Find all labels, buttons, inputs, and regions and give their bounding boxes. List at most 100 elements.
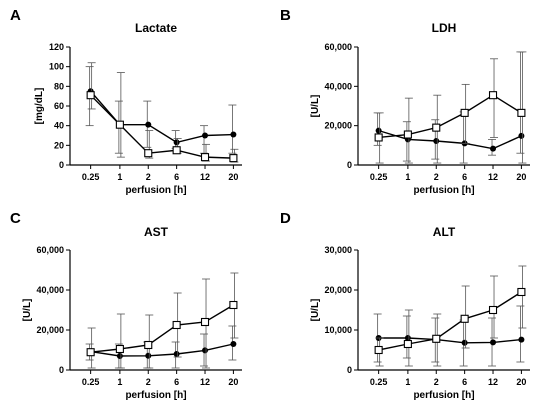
data-point xyxy=(374,345,383,355)
series-line xyxy=(90,304,234,353)
data-point xyxy=(518,336,525,343)
x-tick-label: 20 xyxy=(516,172,526,182)
series-line xyxy=(378,129,522,150)
y-axis-label: [U/L] xyxy=(310,299,321,322)
series-line xyxy=(378,291,522,351)
y-axis-label: [U/L] xyxy=(310,95,321,118)
x-tick-label: 1 xyxy=(405,377,410,387)
y-axis-label: [U/L] xyxy=(22,299,33,322)
data-point xyxy=(374,133,383,142)
y-tick-label: 0 xyxy=(347,160,352,170)
x-tick-label: 0.25 xyxy=(370,172,388,182)
chart-title: AST xyxy=(144,225,169,239)
data-point xyxy=(403,130,412,139)
chart-title: Lactate xyxy=(135,21,177,35)
series-filled-circle xyxy=(85,66,237,154)
series-filled-circle xyxy=(85,325,237,369)
x-tick-label: 20 xyxy=(516,377,526,387)
y-tick-label: 0 xyxy=(59,160,64,170)
chart-title: LDH xyxy=(432,21,457,35)
x-tick-label: 0.25 xyxy=(82,377,100,387)
data-point xyxy=(200,153,210,162)
x-tick-label: 2 xyxy=(146,172,151,182)
data-point xyxy=(375,127,382,134)
data-point xyxy=(115,120,124,129)
y-tick-label: 0 xyxy=(347,365,352,375)
data-point xyxy=(230,341,237,347)
series-line xyxy=(90,343,234,357)
data-point xyxy=(517,108,526,117)
x-tick-label: 0.25 xyxy=(82,172,100,182)
y-tick-label: 20,000 xyxy=(36,325,64,335)
x-tick-label: 1 xyxy=(117,377,122,387)
x-axis-label: perfusion [h] xyxy=(413,390,474,401)
series-open-square xyxy=(374,265,527,367)
panel-letter: A xyxy=(10,7,21,24)
panel-letter: B xyxy=(280,7,291,24)
data-point xyxy=(518,132,525,139)
x-tick-label: 2 xyxy=(434,172,439,182)
y-tick-label: 40 xyxy=(54,121,64,131)
x-tick-label: 1 xyxy=(117,172,122,182)
y-tick-label: 120 xyxy=(49,42,64,52)
data-point xyxy=(144,149,153,158)
y-tick-label: 20,000 xyxy=(324,121,352,131)
data-point xyxy=(173,351,180,357)
x-tick-label: 6 xyxy=(462,172,467,182)
y-tick-label: 60,000 xyxy=(36,245,64,255)
data-point xyxy=(86,91,95,100)
data-point xyxy=(432,123,441,132)
data-point xyxy=(488,91,498,100)
data-point xyxy=(202,347,209,354)
data-point xyxy=(116,353,123,359)
series-line xyxy=(90,94,234,159)
x-tick-label: 20 xyxy=(228,377,238,387)
x-axis-label: perfusion [h] xyxy=(125,185,186,196)
series-line xyxy=(378,337,522,344)
data-point xyxy=(460,108,469,117)
data-point xyxy=(488,305,498,315)
data-point xyxy=(517,287,526,297)
y-tick-label: 60,000 xyxy=(324,42,352,52)
x-axis-label: perfusion [h] xyxy=(413,185,474,196)
data-point xyxy=(433,138,440,145)
chart-title: ALT xyxy=(433,225,456,239)
x-axis-label: perfusion [h] xyxy=(125,390,186,401)
data-point xyxy=(173,139,180,146)
series-open-square xyxy=(86,272,239,369)
y-tick-label: 20 xyxy=(54,140,64,150)
y-tick-label: 40,000 xyxy=(324,81,352,91)
series-filled-circle xyxy=(373,51,525,164)
data-point xyxy=(229,300,238,310)
data-point xyxy=(202,132,209,139)
x-tick-label: 12 xyxy=(488,377,498,387)
panel-letter: C xyxy=(10,210,21,227)
data-point xyxy=(460,314,469,323)
series-open-square xyxy=(374,51,527,164)
data-point xyxy=(144,340,153,350)
x-tick-label: 1 xyxy=(405,172,410,182)
data-point xyxy=(172,146,181,155)
x-tick-label: 6 xyxy=(174,172,179,182)
data-point xyxy=(200,317,210,327)
series-line xyxy=(378,94,522,139)
x-tick-label: 6 xyxy=(174,377,179,387)
y-tick-label: 10,000 xyxy=(324,325,352,335)
data-point xyxy=(86,348,95,357)
x-tick-label: 12 xyxy=(200,377,210,387)
data-point xyxy=(404,335,411,341)
x-tick-label: 12 xyxy=(200,172,210,182)
data-point xyxy=(145,352,152,359)
x-tick-label: 2 xyxy=(434,377,439,387)
y-axis-label: [mg/dL] xyxy=(34,88,45,125)
data-point xyxy=(461,339,468,346)
data-point xyxy=(490,145,497,152)
series-open-square xyxy=(86,62,239,163)
y-tick-label: 20,000 xyxy=(324,285,352,295)
data-point xyxy=(230,131,237,138)
data-point xyxy=(432,334,441,343)
y-tick-label: 40,000 xyxy=(36,285,64,295)
